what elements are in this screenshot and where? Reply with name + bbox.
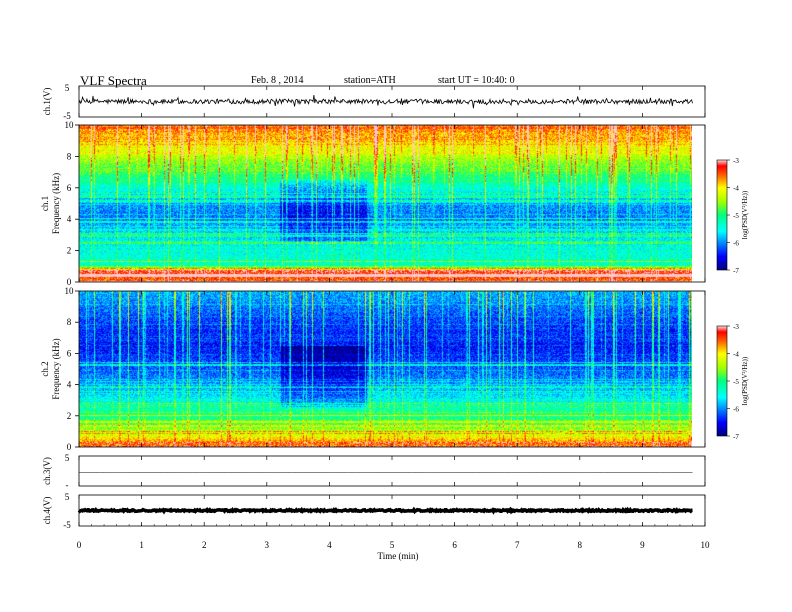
ch2-colorbar-tick-label: -3 (733, 323, 739, 331)
xtick-label: 0 (77, 540, 82, 550)
xtick-label: 10 (701, 540, 711, 550)
xtick-label: 3 (265, 540, 270, 550)
ch1-wave-trace (78, 94, 693, 109)
ch2-ytick-label: 0 (67, 442, 72, 452)
xtick-label: 2 (202, 540, 207, 550)
ch2-ytick-label: 2 (67, 411, 72, 421)
ch1-colorbar-tick-label: -3 (733, 157, 739, 165)
ch2-colorbar-tick-label: -5 (733, 378, 739, 386)
xtick-label: 4 (327, 540, 332, 550)
xtick-label: 5 (390, 540, 395, 550)
ch4-trace (77, 506, 693, 515)
ch1-ytick-label: 8 (67, 151, 72, 161)
ch1-ytick-label: 4 (67, 214, 72, 224)
ch1-colorbar-tick-label: -5 (733, 212, 739, 220)
ch1-wave-ytick-label: -5 (63, 111, 71, 121)
xtick-label: 1 (139, 540, 144, 550)
ch2-ytick-label: 6 (67, 348, 72, 358)
ch2-colorbar (717, 326, 727, 436)
ch2-ylabel: Frequency (kHz) (51, 338, 61, 399)
ch1-ytick-label: 2 (67, 246, 72, 256)
station-label: station=ATH (344, 75, 396, 86)
xtick-label: 6 (452, 540, 457, 550)
date-label: Feb. 8 , 2014 (251, 75, 304, 86)
ch1-colorbar (717, 160, 727, 270)
ch1-wave-ylabel: ch.1(V) (42, 88, 52, 116)
ch2-channel-label: ch.2 (40, 361, 50, 376)
ch1-colorbar-tick-label: -4 (733, 185, 739, 193)
ch3-ylabel: ch.3(V) (42, 457, 52, 485)
ch2-ytick-label: 8 (67, 317, 72, 327)
ch1-ytick-label: 6 (67, 183, 72, 193)
ch3-ytick-label: - (66, 480, 69, 490)
ch1-channel-label: ch.1 (40, 196, 50, 211)
ch2-ytick-label: 10 (65, 286, 75, 296)
ch1-ylabel: Frequency (kHz) (51, 173, 61, 234)
ch3-frame (78, 455, 706, 487)
chart-title: VLF Spectra (80, 73, 147, 88)
ch4-ytick-label: 5 (65, 492, 70, 502)
ch1-colorbar-tick-label: -7 (733, 267, 739, 275)
xtick-label: 8 (578, 540, 583, 550)
start-ut-label: start UT = 10:40: 0 (438, 75, 515, 86)
ch4-ytick-label: -5 (63, 520, 71, 530)
ch1-ytick-label: 10 (65, 120, 75, 130)
ch1-ytick-label: 0 (67, 277, 72, 287)
ch2-colorbar-label: log(PSD(V²/Hz)) (741, 356, 749, 405)
xaxis-label: Time (min) (378, 551, 419, 561)
xtick-label: 7 (515, 540, 520, 550)
ch1-spectrogram-image (79, 125, 692, 282)
ch1-wave-ytick-label: 5 (65, 83, 70, 93)
xtick-label: 9 (640, 540, 645, 550)
ch4-ylabel: ch.4(V) (42, 497, 52, 525)
ch2-colorbar-tick-label: -6 (733, 406, 739, 414)
ch2-colorbar-tick-label: -4 (733, 351, 739, 359)
ch1-colorbar-tick-label: -6 (733, 240, 739, 248)
ch1-colorbar-label: log(PSD(V²/Hz)) (741, 190, 749, 239)
ch2-spectrogram-image (79, 291, 692, 447)
ch2-colorbar-tick-label: -7 (733, 433, 739, 441)
ch2-ytick-label: 4 (67, 380, 72, 390)
ch3-ytick-label: 5 (65, 453, 70, 463)
